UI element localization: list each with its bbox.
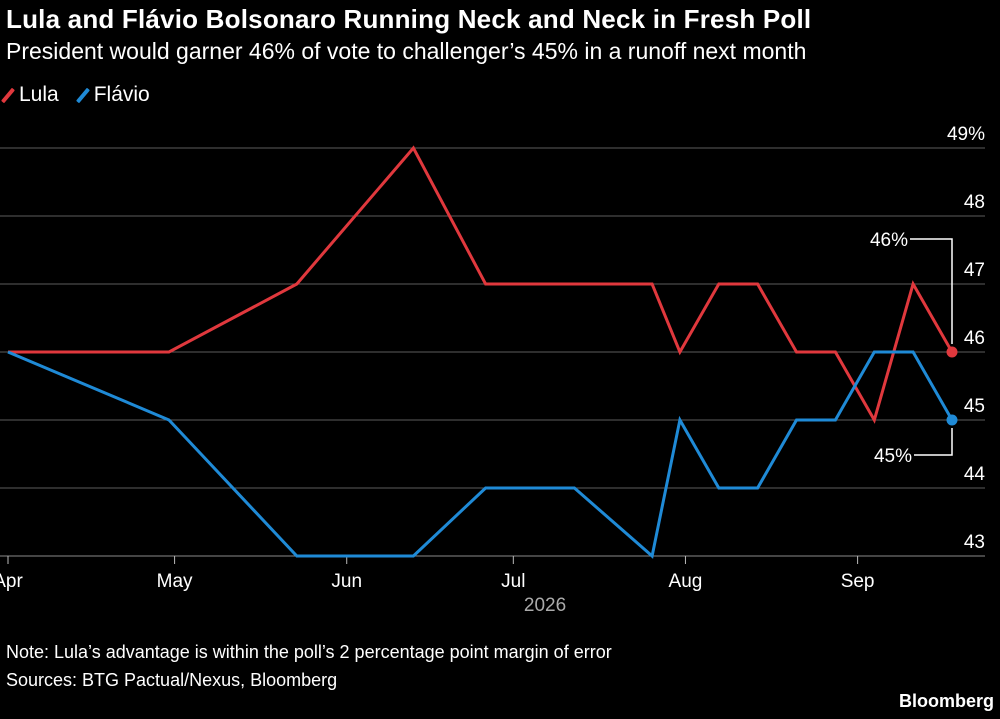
chart-sources: Sources: BTG Pactual/Nexus, Bloomberg: [6, 670, 338, 690]
y-tick-label: 45: [964, 396, 985, 417]
y-tick-label: 47: [964, 260, 985, 281]
legend-label-lula: Lula: [19, 83, 59, 106]
y-tick-label: 44: [964, 464, 986, 485]
brand-logo: Bloomberg: [898, 691, 994, 711]
legend-label-flavio: Flávio: [93, 83, 150, 106]
series-line-flavio: [7, 350, 954, 559]
y-tick-label: 48: [964, 192, 985, 213]
x-tick-label: Jul: [501, 571, 525, 592]
annotation-leader: [910, 238, 953, 344]
annotation-leader: [914, 428, 953, 456]
annotation-label-flavio: 45%: [874, 446, 912, 467]
x-tick-label: Aug: [669, 571, 703, 592]
end-marker-flavio: [946, 414, 958, 426]
annotation-label-lula: 46%: [870, 230, 908, 251]
chart-title: Lula and Flávio Bolsonaro Running Neck a…: [6, 4, 812, 34]
legend-item-lula: Lula: [1, 83, 59, 107]
x-tick-label: May: [157, 571, 193, 592]
y-tick-label: 43: [964, 532, 985, 553]
x-tick-label: Sep: [841, 571, 875, 592]
x-tick-label: Apr: [0, 571, 23, 592]
chart-note: Note: Lula’s advantage is within the pol…: [6, 642, 612, 662]
x-tick-label: Jun: [331, 571, 362, 592]
x-year-label: 2026: [524, 595, 566, 616]
legend: Lula Flávio: [1, 83, 150, 107]
y-tick-label: 46: [964, 328, 985, 349]
y-tick-label: 49%: [947, 124, 985, 145]
chart-subtitle: President would garner 46% of vote to ch…: [6, 38, 807, 64]
series-line-lula: [8, 145, 954, 424]
legend-item-flavio: Flávio: [75, 83, 150, 107]
end-marker-lula: [946, 346, 958, 358]
line-chart: 43 44 45 46 47 48 49% Apr May Jun Jul Aug Sep 2026 46%…: [0, 124, 986, 616]
